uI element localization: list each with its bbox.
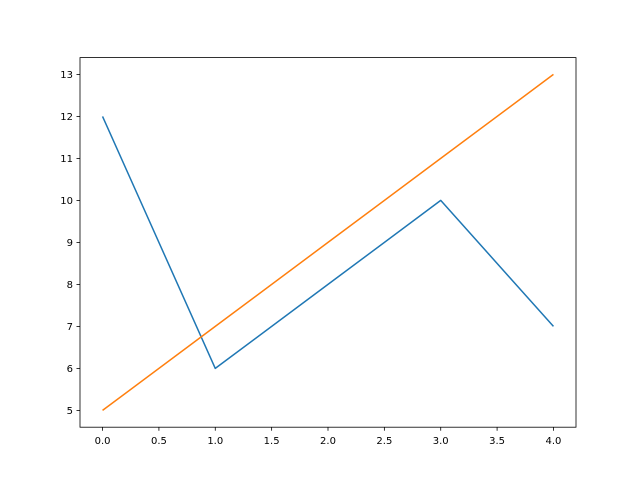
x-tick-label: 3.0 [433,436,449,447]
x-tick-label: 1.5 [264,436,280,447]
axes-frame [79,57,577,428]
y-tick-label: 10 [60,196,73,207]
x-tick-label: 3.5 [489,436,505,447]
x-tick-label: 0.5 [151,436,167,447]
y-tick-label: 7 [67,322,73,333]
y-tick-label: 6 [67,364,73,375]
x-tick-label: 4.0 [546,436,562,447]
y-tick-label: 11 [60,154,73,165]
x-tick-label: 1.0 [207,436,223,447]
x-tick-label: 2.5 [376,436,392,447]
series-line-0 [101,116,555,370]
y-tick-label: 12 [60,112,73,123]
y-tick-label: 9 [67,238,73,249]
y-tick-label: 8 [67,280,73,291]
series-line-1 [102,73,554,412]
y-tick-label: 5 [67,406,73,417]
x-tick-label: 2.0 [320,436,336,447]
y-tick-label: 13 [60,70,73,81]
x-tick-label: 0.0 [95,436,111,447]
